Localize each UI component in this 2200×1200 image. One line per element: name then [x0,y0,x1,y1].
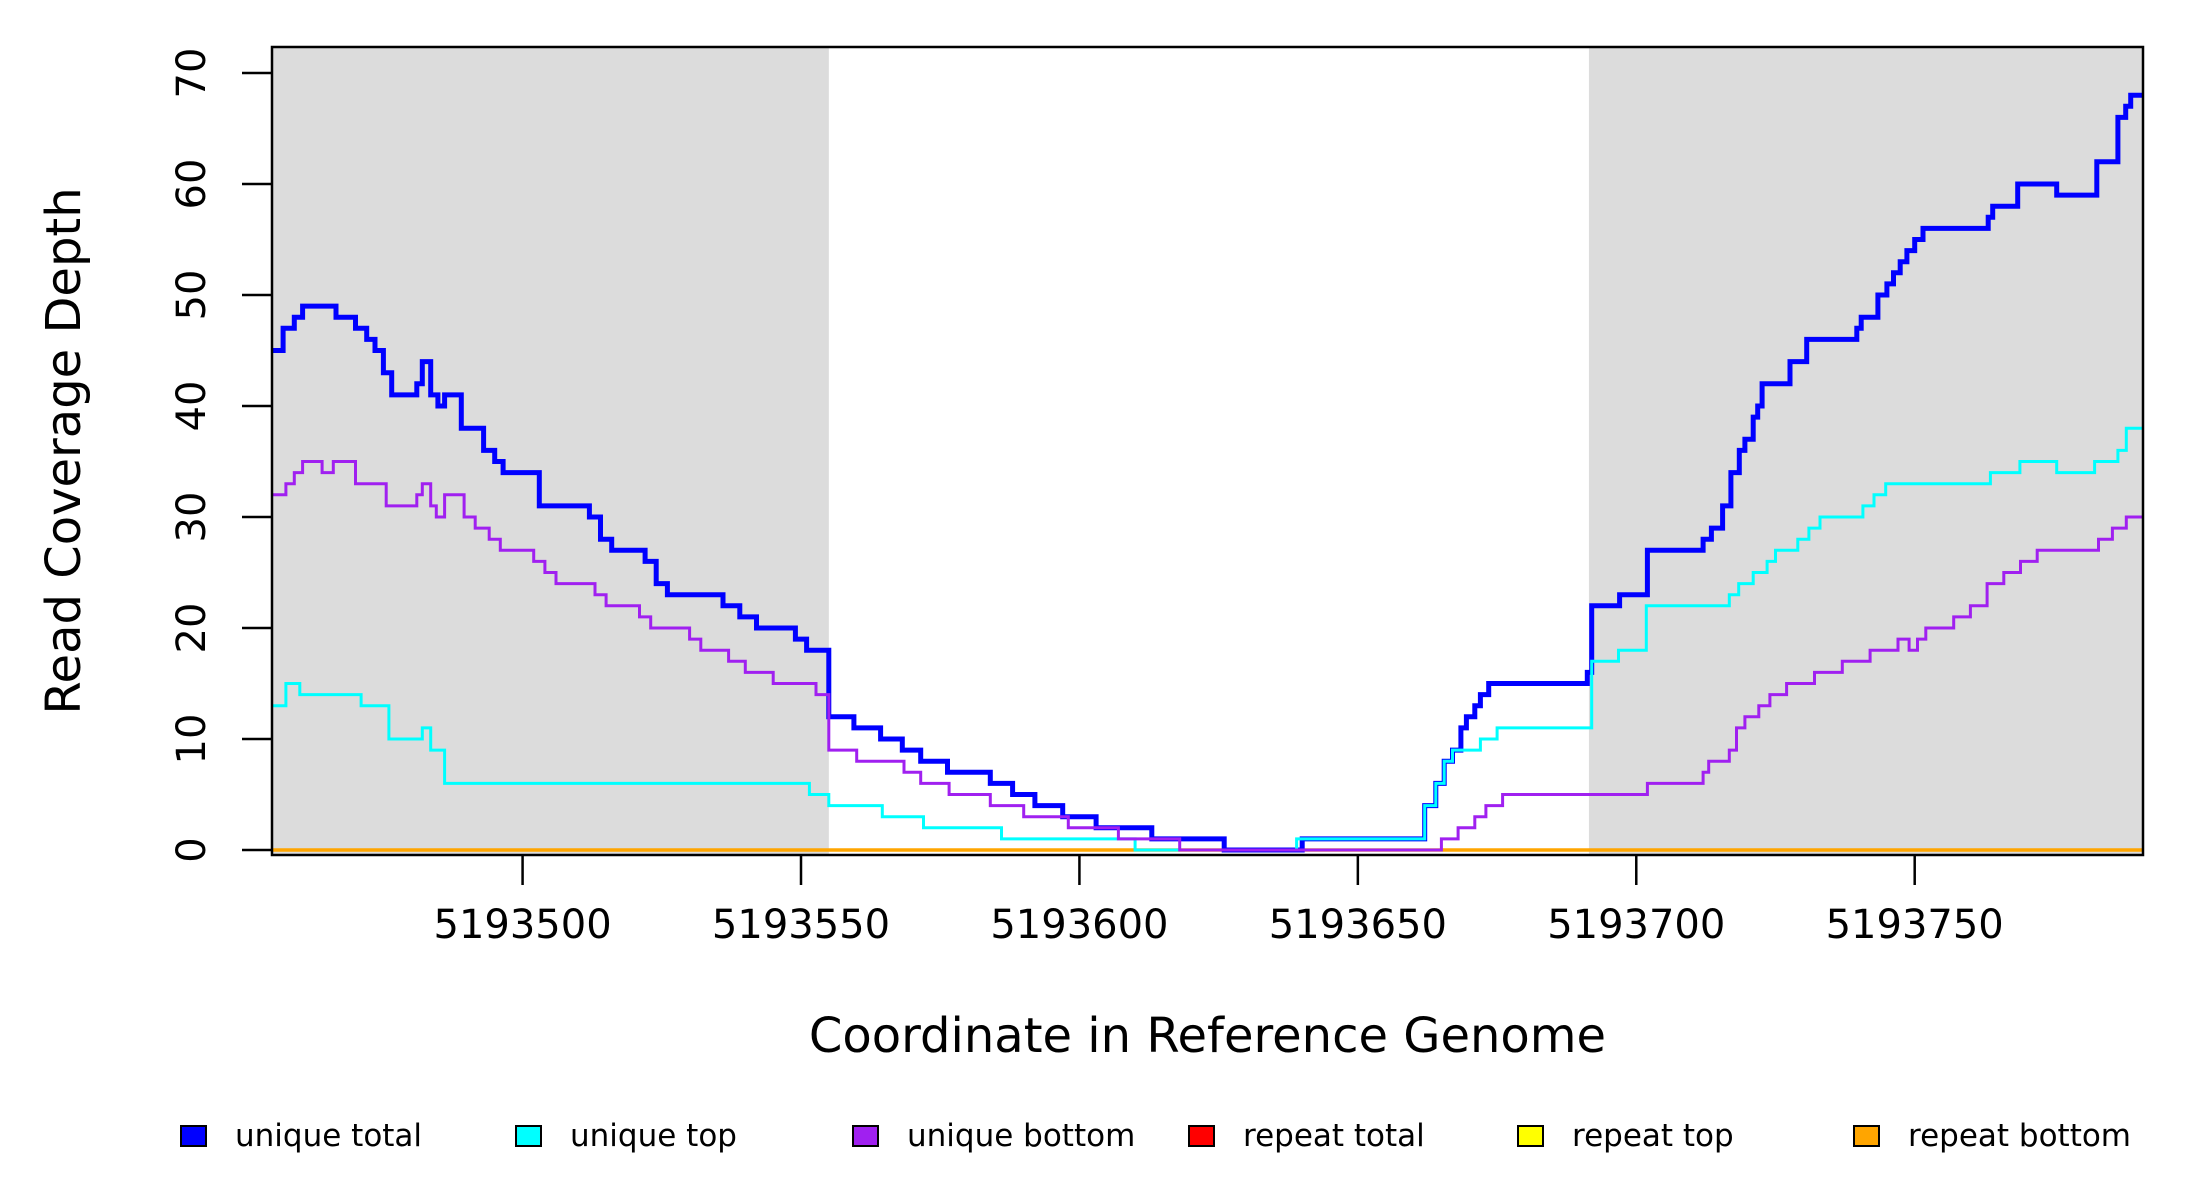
y-tick-label-30: 30 [169,492,215,543]
x-tick-label-5193500: 5193500 [434,902,612,948]
y-tick-label-10: 10 [169,714,215,765]
x-tick-label-5193700: 5193700 [1547,902,1725,948]
x-tick-label-5193600: 5193600 [990,902,1168,948]
x-tick-label-5193550: 5193550 [712,902,890,948]
y-tick-label-0: 0 [169,837,215,862]
series-unique-total-line [272,92,2143,853]
x-tick-label-5193650: 5193650 [1269,902,1447,948]
y-axis-title: Read Coverage Depth [36,187,92,714]
y-tick-label-40: 40 [169,381,215,432]
y-tick-label-50: 50 [169,270,215,321]
plot-border [270,45,2145,857]
shaded-region-left [272,47,829,855]
y-tick-label-20: 20 [169,603,215,654]
series-unique-top-line [272,426,2143,852]
x-axis-title: Coordinate in Reference Genome [809,1008,1606,1064]
y-tick-label-70: 70 [169,48,215,99]
series-unique-bottom-line [272,460,2143,852]
x-tick-label-5193750: 5193750 [1826,902,2004,948]
shaded-region-right [1588,47,2143,855]
y-tick-label-60: 60 [169,159,215,210]
